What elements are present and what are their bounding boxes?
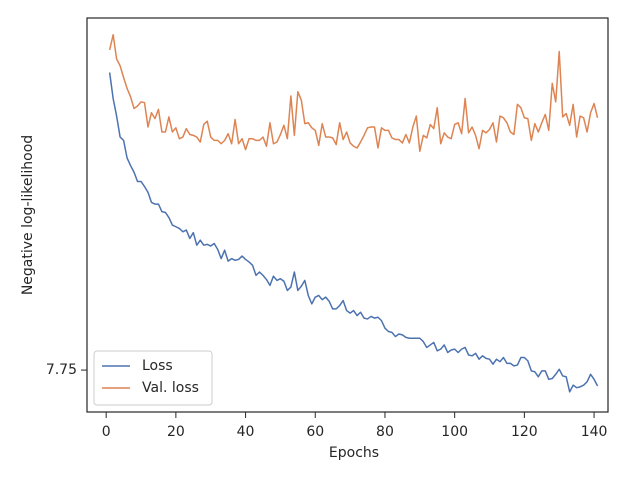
y-tick-label: 7.75 — [46, 362, 77, 378]
x-tick-label: 80 — [376, 424, 394, 440]
series-line — [108, 72, 599, 393]
x-tick-label: 120 — [511, 424, 538, 440]
legend-label: Val. loss — [142, 380, 199, 396]
legend-label: Loss — [142, 358, 173, 374]
x-tick-label: 140 — [581, 424, 608, 440]
y-axis-label: Negative log-likelihood — [20, 135, 36, 295]
x-tick-label: 0 — [102, 424, 111, 440]
legend: Loss Val. loss — [93, 350, 213, 406]
x-tick-label: 40 — [237, 424, 255, 440]
x-tick-label: 60 — [306, 424, 324, 440]
series-line — [108, 34, 599, 153]
legend-box — [93, 350, 213, 406]
x-tick-label: 20 — [167, 424, 185, 440]
plot-frame — [86, 17, 609, 413]
x-tick-label: 100 — [441, 424, 468, 440]
x-axis-label: Epochs — [329, 445, 379, 461]
